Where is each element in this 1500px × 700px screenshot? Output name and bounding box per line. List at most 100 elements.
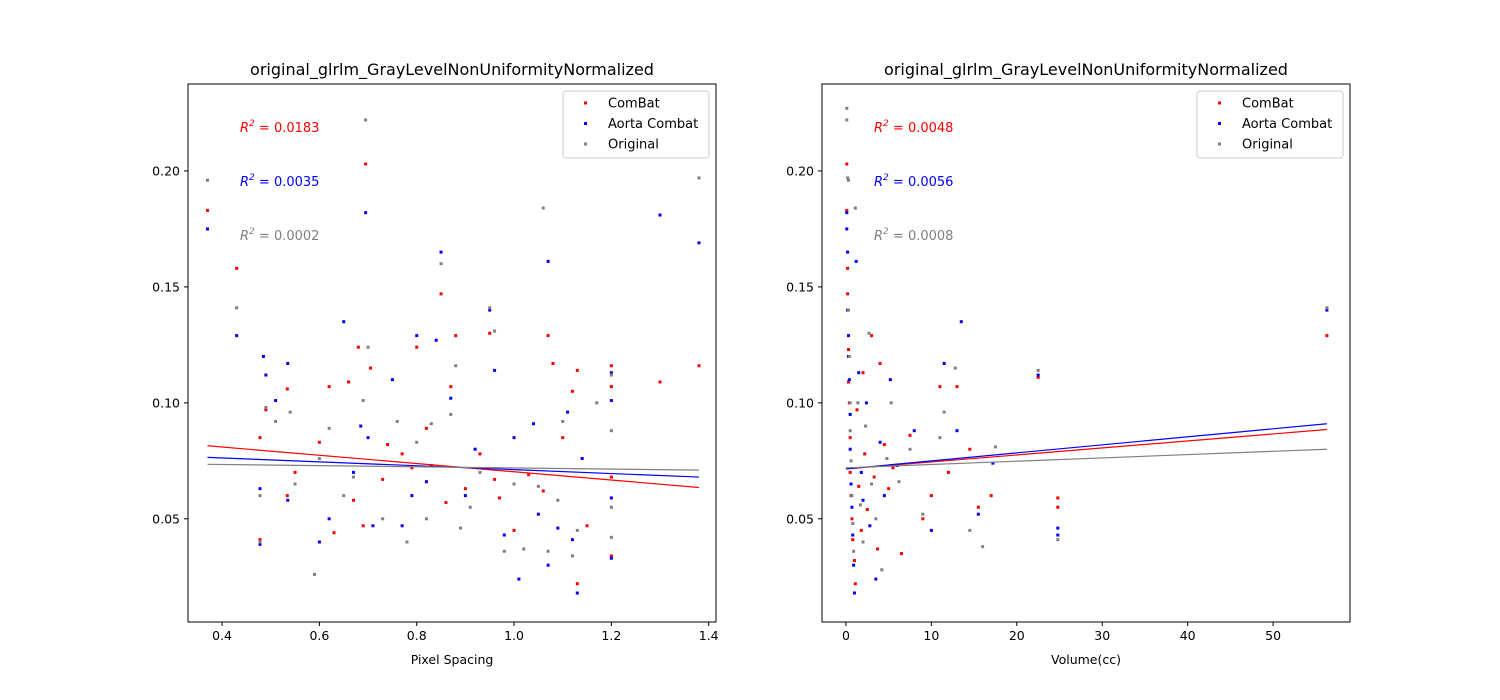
data-point — [258, 494, 262, 498]
x-tick-label: 40 — [1180, 628, 1196, 643]
data-point — [1056, 533, 1060, 537]
data-point — [946, 470, 950, 474]
data-point — [327, 517, 331, 521]
data-point — [1056, 496, 1060, 500]
data-point — [274, 419, 278, 423]
data-point — [478, 470, 482, 474]
data-point — [264, 408, 268, 412]
regression-line — [207, 463, 699, 471]
data-point — [381, 477, 385, 481]
data-point — [658, 380, 662, 384]
data-point — [575, 591, 579, 595]
data-point — [327, 426, 331, 430]
x-tick-label: 0.4 — [212, 628, 232, 643]
data-point — [848, 429, 852, 433]
r-squared-exponent: 2 — [249, 173, 255, 183]
data-point — [449, 385, 453, 389]
r-squared-annotation: R2 = 0.0183 — [240, 119, 319, 136]
data-point — [502, 549, 506, 553]
r-squared-value: = 0.0056 — [889, 175, 954, 190]
data-point — [1036, 375, 1040, 379]
legend-marker — [584, 142, 587, 146]
y-tick-label: 0.10 — [786, 395, 814, 410]
data-point — [845, 106, 849, 110]
data-point — [853, 582, 857, 586]
data-point — [566, 410, 570, 414]
legend-marker — [1218, 101, 1221, 105]
data-point — [424, 426, 428, 430]
data-point — [205, 208, 209, 212]
data-point — [366, 345, 370, 349]
data-point — [368, 366, 372, 370]
data-point — [386, 443, 390, 447]
data-point — [859, 528, 863, 532]
data-point — [851, 533, 855, 537]
data-point — [502, 533, 506, 537]
data-point — [942, 410, 946, 414]
data-point — [536, 484, 540, 488]
data-point — [609, 399, 613, 403]
data-point — [463, 487, 467, 491]
data-point — [449, 412, 453, 416]
data-point — [439, 250, 443, 254]
series-original — [845, 106, 1329, 572]
data-point — [512, 436, 516, 440]
data-point — [258, 487, 262, 491]
data-point — [861, 498, 865, 502]
data-point — [463, 494, 467, 498]
data-point — [864, 401, 868, 405]
data-point — [846, 178, 850, 182]
r-squared-exponent: 2 — [249, 227, 255, 237]
data-point — [609, 371, 613, 375]
regression-line — [845, 428, 1327, 470]
data-point — [1056, 505, 1060, 509]
data-point — [885, 457, 889, 461]
data-point — [870, 334, 874, 338]
legend-entry-label: Original — [608, 138, 659, 153]
data-point — [850, 505, 854, 509]
data-point — [258, 538, 262, 542]
data-point — [1325, 308, 1329, 312]
data-point — [434, 338, 438, 342]
data-point — [512, 528, 516, 532]
data-point — [874, 517, 878, 521]
legend-marker — [584, 101, 587, 105]
legend-entry-label: ComBat — [608, 97, 660, 112]
data-point — [468, 505, 472, 509]
data-point — [938, 436, 942, 440]
data-point — [439, 262, 443, 266]
y-tick-label: 0.05 — [786, 511, 814, 526]
data-point — [415, 440, 419, 444]
data-point — [847, 354, 851, 358]
data-point — [846, 176, 850, 180]
data-point — [853, 206, 857, 210]
x-tick-label: 30 — [1094, 628, 1110, 643]
data-point — [488, 331, 492, 335]
r-squared-annotation: R2 = 0.0048 — [874, 119, 953, 136]
x-tick-label: 0 — [842, 628, 850, 643]
data-point — [359, 424, 363, 428]
data-point — [609, 373, 613, 377]
data-point — [848, 412, 852, 416]
legend-box — [1196, 90, 1344, 159]
r-squared-symbol: R — [240, 175, 249, 190]
data-point — [371, 524, 375, 528]
data-point — [845, 208, 849, 212]
data-point — [851, 538, 855, 542]
data-point — [851, 521, 855, 525]
data-point — [887, 487, 891, 491]
chart-title: original_glrlm_GrayLevelNonUniformityNor… — [250, 60, 654, 80]
data-point — [872, 475, 876, 479]
r-squared-exponent: 2 — [883, 119, 889, 129]
legend-marker — [1218, 122, 1221, 125]
chart-panel-2: original_glrlm_GrayLevelNonUniformityNor… — [786, 60, 1351, 667]
data-point — [976, 505, 980, 509]
data-point — [454, 364, 458, 368]
data-point — [865, 508, 869, 512]
data-point — [846, 292, 850, 296]
data-point — [609, 535, 613, 539]
legend-entry-label: Aorta Combat — [1242, 117, 1332, 132]
data-point — [205, 227, 209, 231]
data-point — [541, 206, 545, 210]
data-point — [850, 517, 854, 521]
